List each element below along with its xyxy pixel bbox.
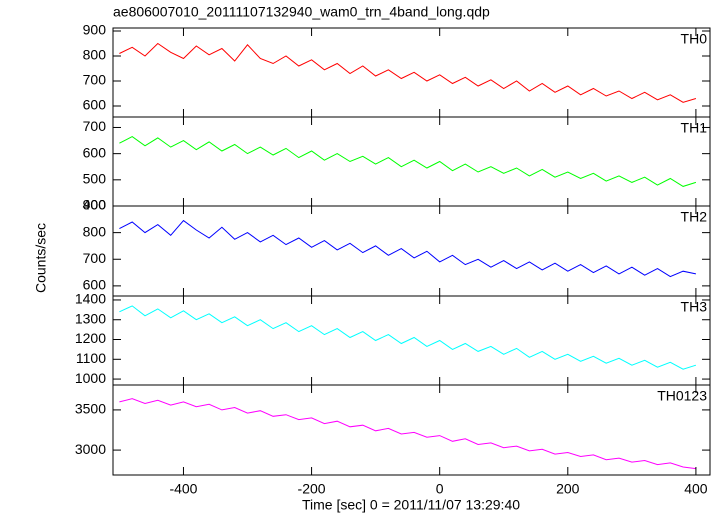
chart-title: ae806007010_20111107132940_wam0_trn_4ban… [113,4,490,20]
panel-frame [112,295,711,386]
y-tick-label: 800 [83,223,107,239]
panel-frame [112,205,711,297]
panel-label: TH0 [681,31,708,47]
y-tick-label: 600 [83,277,107,293]
panel-frame [112,27,711,118]
y-tick-label: 1200 [75,330,106,346]
y-tick-label: 700 [83,250,107,266]
y-tick-label: 900 [83,22,107,38]
y-tick-label: 1300 [75,310,106,326]
y-tick-label: 1100 [76,350,106,366]
data-line [119,305,697,370]
y-tick-label: 900 [83,197,107,213]
y-tick-label: 600 [83,97,107,113]
y-tick-label: 3000 [75,441,106,457]
y-tick-label: 700 [83,72,107,88]
y-tick-label: 800 [83,47,107,63]
panel-label: TH3 [681,299,708,315]
y-tick-label: 1400 [75,291,106,307]
panel-label: TH0123 [657,388,707,404]
y-tick-label: 600 [83,144,107,160]
x-tick-label: 400 [684,481,708,497]
y-tick-label: 500 [83,171,107,187]
data-line [119,42,697,103]
panel-label: TH1 [681,120,708,136]
panel-frame [112,384,711,476]
y-tick-label: 1000 [75,370,106,386]
y-tick-label: 400 [83,197,107,213]
y-tick-label: 700 [83,118,107,134]
x-tick-label: -200 [298,481,326,497]
x-tick-label: 0 [436,481,444,497]
data-line [119,398,696,470]
y-axis-label: Counts/sec [33,223,49,293]
x-tick-label: -400 [169,481,197,497]
data-line [119,219,697,278]
y-tick-label: 3500 [75,401,106,417]
data-line [119,136,697,187]
x-axis-label: Time [sec] 0 = 2011/11/07 13:29:40 [302,497,520,513]
x-tick-label: 200 [556,481,580,497]
panel-label: TH2 [681,209,708,225]
